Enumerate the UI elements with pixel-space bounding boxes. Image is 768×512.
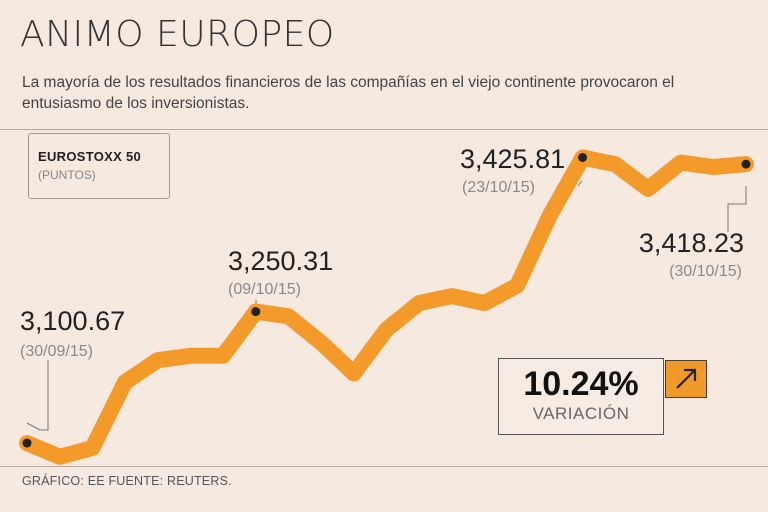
- data-label-date: (30/09/15): [20, 343, 93, 360]
- arrow-up-right-icon: [665, 360, 707, 398]
- variation-box: 10.24% VARIACIÓN: [498, 358, 664, 435]
- index-label-box: EUROSTOXX 50 (PUNTOS): [28, 133, 170, 199]
- data-label-date: (30/10/15): [669, 263, 742, 280]
- series-line: [19, 149, 754, 465]
- data-label-value: 3,100.67: [20, 306, 125, 336]
- data-label-date: (23/10/15): [462, 179, 535, 196]
- annotation-leader-line: [26, 360, 49, 431]
- data-label-date: (09/10/15): [228, 281, 301, 298]
- variation-label: VARIACIÓN: [532, 404, 630, 423]
- annotation-leader-line: [577, 180, 583, 187]
- data-point-marker: [22, 438, 32, 448]
- chart-title: ANIMO EUROPEO: [20, 14, 335, 55]
- data-label-value: 3,250.31: [228, 246, 333, 276]
- annotation-leader-line: [727, 186, 747, 232]
- top-divider: [0, 129, 768, 130]
- variation-value: 10.24%: [523, 365, 639, 403]
- data-label-value: 3,418.23: [639, 228, 744, 258]
- index-name: EUROSTOXX 50: [38, 149, 142, 164]
- index-unit: (PUNTOS): [38, 168, 96, 182]
- chart-subtitle: La mayoría de los resultados financieros…: [22, 74, 675, 112]
- source-footer: GRÁFICO: EE FUENTE: REUTERS.: [22, 474, 232, 488]
- data-point-marker: [578, 152, 588, 162]
- data-label-value: 3,425.81: [460, 144, 565, 174]
- data-point-marker: [251, 307, 261, 317]
- bottom-divider: [0, 466, 768, 467]
- data-point-marker: [741, 159, 751, 169]
